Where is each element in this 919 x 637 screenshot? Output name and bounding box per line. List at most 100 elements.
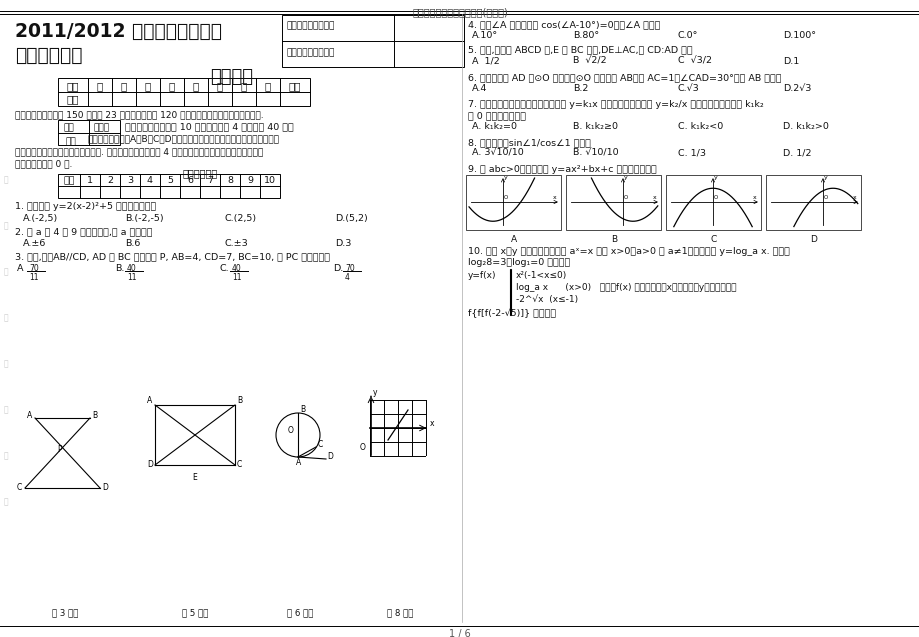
Text: O: O bbox=[823, 195, 827, 200]
Text: 得分: 得分 bbox=[64, 123, 74, 132]
Bar bbox=[58, 120, 119, 145]
Text: 1 / 6: 1 / 6 bbox=[448, 629, 471, 637]
Text: 4. 已知∠A 为锐角，且 cos(∠A-10°)=0，则∠A 等于：: 4. 已知∠A 为锐角，且 cos(∠A-10°)=0，则∠A 等于： bbox=[468, 20, 660, 29]
Text: D: D bbox=[810, 235, 817, 244]
Text: O: O bbox=[623, 195, 628, 200]
Bar bbox=[58, 174, 279, 198]
Text: C.±3: C.±3 bbox=[225, 239, 248, 248]
Text: y: y bbox=[713, 175, 717, 180]
Text: A: A bbox=[147, 396, 152, 405]
Text: 3. 如图,已知AB//CD, AD 与 BC 相交于点 P, AB=4, CD=7, BC=10, 则 PC 的长等于：: 3. 如图,已知AB//CD, AD 与 BC 相交于点 P, AB=4, CD… bbox=[15, 252, 330, 261]
Bar bbox=[509, 269, 510, 315]
Text: D. 1/2: D. 1/2 bbox=[782, 149, 811, 158]
Text: C. 1/3: C. 1/3 bbox=[677, 149, 705, 158]
Text: 三: 三 bbox=[144, 81, 151, 91]
Text: log₂8=3，log₁=0 若函数：: log₂8=3，log₁=0 若函数： bbox=[468, 258, 570, 267]
Text: C.0°: C.0° bbox=[677, 31, 698, 40]
Text: A.±6: A.±6 bbox=[23, 239, 46, 248]
Text: D: D bbox=[326, 452, 333, 461]
Text: A: A bbox=[510, 235, 516, 244]
Text: B.2: B.2 bbox=[573, 84, 588, 93]
Text: 题表内的一律得 0 分.: 题表内的一律得 0 分. bbox=[15, 159, 73, 168]
Text: 确答案的代号填入下面的答题表格中. 每一小题：选对一题得 4 分，错选、多选、不选、答案未填入答: 确答案的代号填入下面的答题表格中. 每一小题：选对一题得 4 分，错选、多选、不… bbox=[15, 147, 263, 156]
Text: B.: B. bbox=[115, 264, 124, 273]
Text: 反: 反 bbox=[4, 406, 8, 415]
Text: x: x bbox=[752, 195, 756, 200]
Text: 二: 二 bbox=[120, 81, 127, 91]
Text: y=f(x): y=f(x) bbox=[468, 271, 496, 280]
Text: D.1: D.1 bbox=[782, 57, 799, 66]
Text: A. k₁k₂=0: A. k₁k₂=0 bbox=[471, 122, 516, 131]
Text: B: B bbox=[92, 412, 97, 420]
Text: 11: 11 bbox=[232, 273, 241, 282]
Text: B: B bbox=[300, 405, 305, 414]
Text: y: y bbox=[372, 388, 377, 397]
Text: 由考生填写自己考场: 由考生填写自己考场 bbox=[287, 21, 335, 30]
Text: O: O bbox=[359, 443, 366, 452]
Text: x: x bbox=[552, 195, 556, 200]
Text: x²(-1<x≤0): x²(-1<x≤0) bbox=[516, 271, 567, 280]
Text: E: E bbox=[192, 473, 197, 482]
Text: B.(-2,-5): B.(-2,-5) bbox=[125, 214, 164, 223]
Text: 四: 四 bbox=[169, 81, 175, 91]
Text: 第 5 题图: 第 5 题图 bbox=[182, 608, 208, 617]
Text: A: A bbox=[27, 412, 32, 420]
Text: C. k₁k₂<0: C. k₁k₂<0 bbox=[677, 122, 722, 131]
Text: C.: C. bbox=[220, 264, 230, 273]
Text: C: C bbox=[237, 460, 242, 469]
Text: 第 8 题图: 第 8 题图 bbox=[386, 608, 413, 617]
Text: 七: 七 bbox=[241, 81, 247, 91]
Text: log_a x      (x>0)   【其中f(x) 为当自变量取x时，函数值y的大小】，则: log_a x (x>0) 【其中f(x) 为当自变量取x时，函数值y的大小】，… bbox=[516, 283, 736, 292]
Text: 购: 购 bbox=[4, 268, 8, 276]
Text: 题号: 题号 bbox=[67, 81, 79, 91]
Text: 每小题都给出代号A、B、C、D的四个选项，恰有一项是符合题意的，请把正: 每小题都给出代号A、B、C、D的四个选项，恰有一项是符合题意的，请把正 bbox=[88, 134, 279, 143]
Text: 6: 6 bbox=[187, 176, 193, 185]
Text: 五: 五 bbox=[193, 81, 199, 91]
Bar bbox=[282, 15, 463, 67]
Bar bbox=[766, 175, 860, 230]
Text: O: O bbox=[713, 195, 718, 200]
Text: 1: 1 bbox=[87, 176, 93, 185]
Text: 6. 如图，已知 AD 为⊙O 的切线，⊙O 的直径为 AB，弦 AC=1，∠CAD=30°，则 AB 长为：: 6. 如图，已知 AD 为⊙O 的切线，⊙O 的直径为 AB，弦 AC=1，∠C… bbox=[468, 73, 780, 82]
Text: x: x bbox=[852, 195, 856, 200]
Text: 数学试卷: 数学试卷 bbox=[210, 68, 254, 86]
Text: 9. 设 abc>0，二次函数 y=ax²+bx+c 的图象可能是：: 9. 设 abc>0，二次函数 y=ax²+bx+c 的图象可能是： bbox=[468, 165, 656, 174]
Text: 除: 除 bbox=[4, 222, 8, 231]
Text: 一: 一 bbox=[96, 81, 103, 91]
Text: 年级期末考试: 年级期末考试 bbox=[15, 46, 83, 65]
Text: 题: 题 bbox=[4, 497, 8, 506]
Text: f{f[f(-2-√5)]} 的值为：: f{f[f(-2-√5)]} 的值为： bbox=[468, 309, 555, 318]
Text: 11: 11 bbox=[29, 273, 39, 282]
Text: 馆: 馆 bbox=[4, 452, 8, 461]
Bar bbox=[665, 175, 760, 230]
Text: A.4: A.4 bbox=[471, 84, 487, 93]
Text: B.6: B.6 bbox=[125, 239, 141, 248]
Text: 座位号的末尾两位数: 座位号的末尾两位数 bbox=[287, 48, 335, 57]
Text: B. √10/10: B. √10/10 bbox=[573, 149, 618, 158]
Text: C: C bbox=[318, 440, 323, 449]
Text: 与 0 的大小关系为：: 与 0 的大小关系为： bbox=[468, 111, 526, 120]
Text: C  √3/2: C √3/2 bbox=[677, 57, 711, 66]
Bar bbox=[466, 175, 561, 230]
Text: 长: 长 bbox=[4, 359, 8, 368]
Text: 温馨提示：本卷满分 150 分，计 23 小题，考试时间 120 分钟，不能使用计算器，闭卷考试.: 温馨提示：本卷满分 150 分，计 23 小题，考试时间 120 分钟，不能使用… bbox=[15, 110, 264, 119]
Text: 9: 9 bbox=[246, 176, 253, 185]
Text: 选择题答题表: 选择题答题表 bbox=[182, 168, 218, 178]
Text: 八: 八 bbox=[265, 81, 271, 91]
Text: 11: 11 bbox=[127, 273, 136, 282]
Text: 8. 如图所示，sin∠1/cos∠1 等于：: 8. 如图所示，sin∠1/cos∠1 等于： bbox=[468, 138, 590, 147]
Text: x: x bbox=[652, 195, 656, 200]
Text: 得分: 得分 bbox=[67, 94, 79, 104]
Text: 后: 后 bbox=[4, 313, 8, 322]
Text: D: D bbox=[147, 460, 153, 469]
Bar bbox=[565, 175, 660, 230]
Text: y: y bbox=[823, 175, 827, 180]
Text: 2. 若 a 是 4 和 9 的比例中项,则 a 的值为：: 2. 若 a 是 4 和 9 的比例中项,则 a 的值为： bbox=[15, 227, 153, 236]
Text: A.(-2,5): A.(-2,5) bbox=[23, 214, 58, 223]
Text: D.(5,2): D.(5,2) bbox=[335, 214, 368, 223]
Text: D: D bbox=[102, 483, 108, 492]
Text: 70: 70 bbox=[29, 264, 39, 273]
Text: 10. 如果 x、y 之间满足函数关系 aˣ=x 其中 x>0，a>0 且 a≠1，可表示为 y=log_a x. 例如：: 10. 如果 x、y 之间满足函数关系 aˣ=x 其中 x>0，a>0 且 a≠… bbox=[468, 247, 789, 256]
Text: 评卷人: 评卷人 bbox=[94, 123, 110, 132]
Text: 2011/2012 学年度第一学期九: 2011/2012 学年度第一学期九 bbox=[15, 22, 221, 41]
